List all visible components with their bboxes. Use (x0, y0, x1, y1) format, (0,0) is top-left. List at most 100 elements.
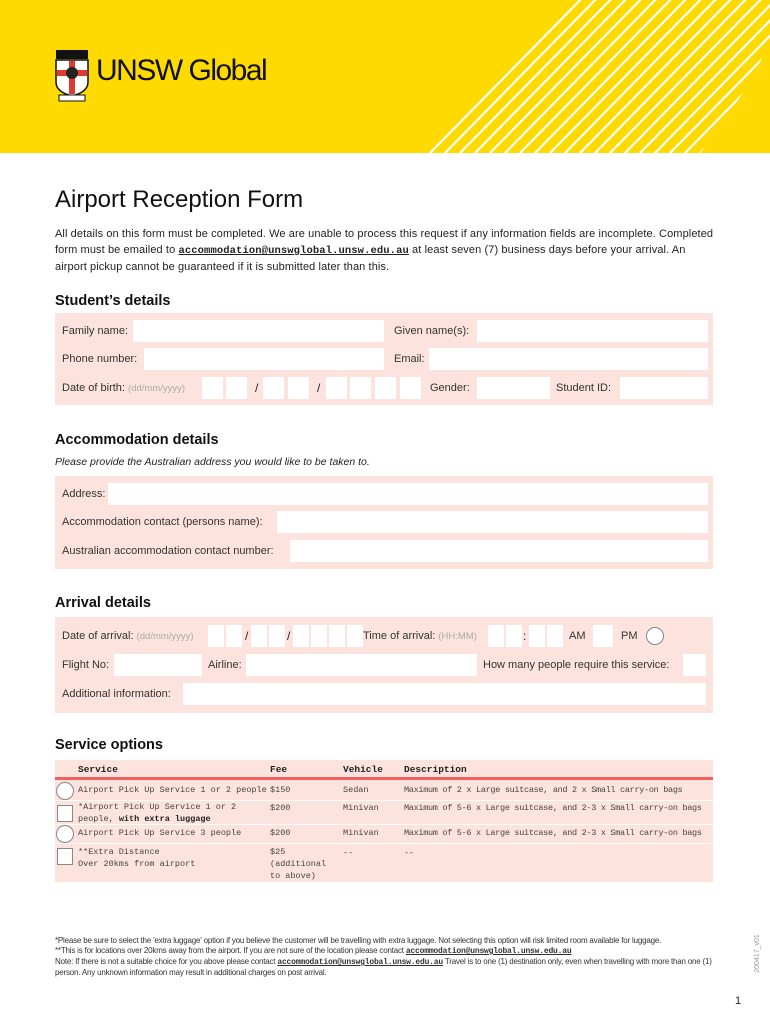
address-input[interactable] (108, 483, 708, 505)
footnote-3-text: Note: If there is not a suitable choice … (55, 957, 278, 966)
dob-y3[interactable] (375, 377, 396, 399)
arrival-heading: Arrival details (55, 595, 151, 611)
arrival-time-label: Time of arrival: (HH:MM) (363, 625, 477, 648)
arr-y3[interactable] (329, 625, 345, 647)
header-rule (55, 777, 713, 780)
service-vehicle: Minivan (343, 828, 379, 838)
footnote-2: **This is for locations over 20kms away … (55, 946, 715, 957)
gender-input[interactable] (477, 377, 550, 399)
arrival-date-text: Date of arrival: (62, 630, 134, 642)
time-m1[interactable] (529, 625, 545, 647)
col-fee: Fee (270, 764, 288, 775)
service-description: Maximum of 5-6 x Large suitcase, and 2-3… (404, 828, 702, 838)
people-input[interactable] (683, 654, 706, 676)
flight-input[interactable] (114, 654, 202, 676)
slash: / (317, 381, 321, 395)
footnote-email-link[interactable]: accommodation@unswglobal.unsw.edu.au (405, 947, 572, 956)
colon: : (523, 629, 527, 643)
service-3-radio[interactable] (56, 825, 74, 843)
am-label: AM (569, 630, 586, 642)
footnote-1: *Please be sure to select the 'extra lug… (55, 936, 662, 945)
arr-y4[interactable] (347, 625, 363, 647)
footnote-3: Note: If there is not a suitable choice … (55, 957, 715, 978)
service-fee: $25 (additional to above) (270, 846, 332, 882)
service-name: Airport Pick Up Service 3 people (78, 828, 242, 838)
fee-line2: (additional to above) (270, 859, 327, 881)
fee-line1: $25 (270, 847, 286, 857)
address-label: Address: (62, 488, 106, 500)
page-number: 1 (735, 995, 742, 1007)
contact-label: Accommodation contact (persons name): (62, 516, 263, 528)
dob-m2[interactable] (288, 377, 309, 399)
accommodation-subtitle: Please provide the Australian address yo… (55, 456, 370, 468)
am-checkbox[interactable] (593, 625, 613, 647)
arrival-date-label: Date of arrival: (dd/mm/yyyy) (62, 625, 194, 648)
pm-radio[interactable] (646, 627, 664, 645)
dob-y2[interactable] (350, 377, 371, 399)
col-service: Service (78, 764, 118, 775)
stripe-pattern (350, 0, 770, 153)
time-h1[interactable] (488, 625, 504, 647)
arrival-time-hint: (HH:MM) (438, 631, 477, 642)
service-2-checkbox[interactable] (57, 805, 73, 822)
student-id-input[interactable] (620, 377, 708, 399)
extra-distance-checkbox[interactable] (57, 848, 73, 865)
dob-d1[interactable] (202, 377, 223, 399)
arrival-time-text: Time of arrival: (363, 630, 436, 642)
additional-input[interactable] (183, 683, 706, 705)
airline-input[interactable] (246, 654, 477, 676)
service-name-line2: Over 20kms from airport (78, 859, 196, 869)
services-table: Service Fee Vehicle Description Airport … (55, 760, 713, 882)
arr-y2[interactable] (311, 625, 327, 647)
slash: / (287, 629, 291, 643)
service-fee: $200 (270, 803, 291, 813)
arr-d1[interactable] (208, 625, 224, 647)
contact-input[interactable] (277, 511, 708, 533)
email-link[interactable]: accommodation@unswglobal.unsw.edu.au (178, 245, 409, 257)
contact-number-input[interactable] (290, 540, 708, 562)
service-name: *Airport Pick Up Service 1 or 2 people, … (78, 801, 248, 825)
dob-y4[interactable] (400, 377, 421, 399)
service-vehicle: Sedan (343, 785, 369, 795)
accommodation-panel: Address: Accommodation contact (persons … (55, 476, 713, 569)
dob-m1[interactable] (263, 377, 284, 399)
footnote-email-link[interactable]: accommodation@unswglobal.unsw.edu.au (277, 958, 443, 967)
dob-y1[interactable] (326, 377, 347, 399)
arr-m1[interactable] (251, 625, 267, 647)
phone-label: Phone number: (62, 353, 138, 365)
slash: / (245, 629, 249, 643)
given-name-input[interactable] (477, 320, 708, 342)
col-description: Description (404, 764, 467, 775)
student-id-label: Student ID: (556, 382, 612, 394)
time-h2[interactable] (506, 625, 522, 647)
service-name-bold: with extra luggage (118, 814, 211, 824)
gender-label: Gender: (430, 382, 470, 394)
footer-notes: *Please be sure to select the 'extra lug… (55, 936, 715, 978)
service-fee: $150 (270, 785, 291, 795)
dob-d2[interactable] (226, 377, 247, 399)
arr-m2[interactable] (269, 625, 285, 647)
col-vehicle: Vehicle (343, 764, 383, 775)
flight-label: Flight No: (62, 659, 110, 671)
service-description: Maximum of 2 x Large suitcase, and 2 x S… (404, 785, 683, 795)
arr-d2[interactable] (226, 625, 242, 647)
intro-part1: All details on this form must be complet… (55, 228, 714, 256)
contact-number-label: Australian accommodation contact number: (62, 545, 274, 557)
family-name-input[interactable] (133, 320, 384, 342)
airline-label: Airline: (208, 659, 242, 671)
phone-input[interactable] (144, 348, 384, 370)
pm-label: PM (621, 630, 638, 642)
email-input[interactable] (429, 348, 708, 370)
service-vehicle: Minivan (343, 803, 379, 813)
service-fee: $200 (270, 828, 291, 838)
arr-y1[interactable] (293, 625, 309, 647)
brand-name: UNSW Global (96, 54, 268, 87)
service-1-radio[interactable] (56, 782, 74, 800)
table-row: Airport Pick Up Service 3 people $200 Mi… (55, 825, 713, 844)
table-row: *Airport Pick Up Service 1 or 2 people, … (55, 801, 713, 825)
services-heading: Service options (55, 737, 163, 753)
intro-text: All details on this form must be complet… (55, 226, 715, 275)
service-name-line1: **Extra Distance (78, 847, 160, 857)
time-m2[interactable] (547, 625, 563, 647)
table-row: Airport Pick Up Service 1 or 2 people $1… (55, 781, 713, 801)
